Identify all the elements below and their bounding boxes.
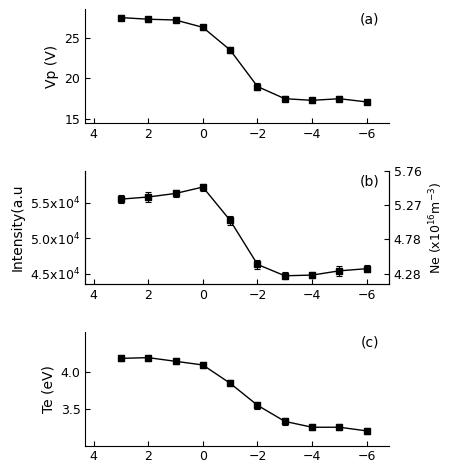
Text: (b): (b) <box>360 174 380 188</box>
Text: (c): (c) <box>361 336 380 349</box>
Y-axis label: Te (eV): Te (eV) <box>41 365 55 413</box>
Y-axis label: Ne (x10$^{16}$m$^{-3}$): Ne (x10$^{16}$m$^{-3}$) <box>427 182 445 273</box>
Y-axis label: Intensity(a.u: Intensity(a.u <box>10 184 25 271</box>
Y-axis label: Vp (V): Vp (V) <box>45 45 59 88</box>
Text: (a): (a) <box>360 13 380 27</box>
